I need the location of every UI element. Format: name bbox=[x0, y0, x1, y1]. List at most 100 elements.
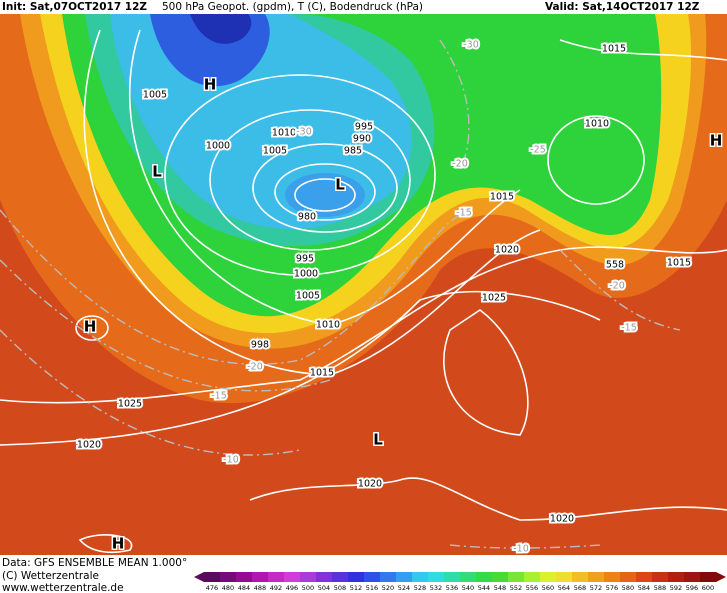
isobar-label: 1005 bbox=[143, 90, 167, 101]
colorbar-label: 508 bbox=[334, 584, 346, 592]
isobar-label: 1010 bbox=[272, 128, 296, 139]
colorbar-swatch bbox=[252, 572, 269, 582]
isobar-label: 1015 bbox=[602, 44, 626, 55]
isobar-label: 1010 bbox=[585, 119, 609, 130]
colorbar-label: 516 bbox=[366, 584, 378, 592]
colorbar-swatch bbox=[652, 572, 669, 582]
map-title: 500 hPa Geopot. (gpdm), T (C), Bodendruc… bbox=[162, 1, 423, 13]
isobar-label: 1025 bbox=[482, 293, 506, 304]
isobar-label: 1015 bbox=[310, 368, 334, 379]
temperature-label: -15 bbox=[456, 208, 472, 219]
isobar bbox=[274, 163, 376, 221]
isotherm bbox=[0, 209, 461, 365]
colorbar-label: 540 bbox=[462, 584, 474, 592]
isobar-label: 1000 bbox=[294, 269, 318, 280]
colorbar-swatch bbox=[444, 572, 461, 582]
colorbar-swatch bbox=[572, 572, 589, 582]
valid-time: Valid: Sat,14OCT2017 12Z bbox=[545, 1, 700, 13]
colorbar: 476 480 484 488 492 496 500 504 508 512 516 520 524 5… bbox=[194, 572, 726, 592]
field-low bbox=[285, 173, 365, 217]
isobar bbox=[559, 39, 727, 61]
pressure-center: L bbox=[152, 163, 162, 181]
colorbar-swatch bbox=[508, 572, 525, 582]
colorbar-swatch bbox=[380, 572, 397, 582]
colorbar-label: 576 bbox=[606, 584, 618, 592]
temperature-label: -30 bbox=[463, 40, 479, 51]
colorbar-label: 564 bbox=[558, 584, 570, 592]
colorbar-swatch bbox=[412, 572, 429, 582]
isobar-label: 1020 bbox=[495, 245, 519, 256]
colorbar-swatch bbox=[540, 572, 557, 582]
colorbar-label: 476 bbox=[206, 584, 218, 592]
isobar-label: 980 bbox=[298, 212, 316, 223]
colorbar-swatch bbox=[332, 572, 349, 582]
map: 1005 1000 1010 1005 995 990 985 980 995 … bbox=[0, 14, 727, 557]
colorbar-label: 520 bbox=[382, 584, 394, 592]
colorbar-label: 588 bbox=[654, 584, 666, 592]
isobar-label: 1005 bbox=[296, 291, 320, 302]
isobar-label: 995 bbox=[296, 254, 314, 265]
isobar-label: 1025 bbox=[118, 399, 142, 410]
isobar-label: 1005 bbox=[263, 146, 287, 157]
isotherm bbox=[559, 249, 681, 331]
temperature-label: -10 bbox=[513, 544, 529, 555]
colorbar-swatch bbox=[636, 572, 653, 582]
pressure-center: L bbox=[373, 431, 383, 449]
isobar-label: 1015 bbox=[667, 258, 691, 269]
colorbar-label: 532 bbox=[430, 584, 442, 592]
isobar bbox=[75, 315, 109, 341]
temperature-label: -30 bbox=[296, 127, 312, 138]
colorbar-swatch bbox=[492, 572, 509, 582]
colorbar-label: 568 bbox=[574, 584, 586, 592]
colorbar-swatch bbox=[476, 572, 493, 582]
isobar-label: 1020 bbox=[358, 479, 382, 490]
colorbar-swatch bbox=[220, 572, 237, 582]
temperature-label: -20 bbox=[247, 362, 263, 373]
colorbar-label: 544 bbox=[478, 584, 490, 592]
colorbar-swatch bbox=[668, 572, 685, 582]
colorbar-swatch bbox=[284, 572, 301, 582]
colorbar-label: 580 bbox=[622, 584, 634, 592]
colorbar-label: 512 bbox=[350, 584, 362, 592]
pressure-center: H bbox=[112, 535, 125, 553]
colorbar-label: 552 bbox=[510, 584, 522, 592]
pressure-center: L bbox=[335, 176, 345, 194]
temperature-label: -25 bbox=[530, 145, 546, 156]
copyright: (C) Wetterzentrale bbox=[2, 570, 99, 582]
isotherm bbox=[439, 39, 470, 171]
isobar-labels: 1005 1000 1010 1005 995 990 985 980 995 … bbox=[75, 42, 693, 527]
isobar bbox=[164, 74, 436, 276]
colorbar-label: 584 bbox=[638, 584, 650, 592]
temperature-label: -15 bbox=[211, 391, 227, 402]
colorbar-label: 492 bbox=[270, 584, 282, 592]
colorbar-label: 572 bbox=[590, 584, 602, 592]
pressure-centers: H L L H L H H bbox=[82, 74, 724, 554]
colorbar-swatch bbox=[684, 572, 701, 582]
colorbar-swatch bbox=[396, 572, 413, 582]
colorbar-label: 496 bbox=[286, 584, 298, 592]
pressure-center: H bbox=[84, 318, 97, 336]
init-time: Init: Sat,07OCT2017 12Z bbox=[2, 1, 147, 13]
isobar-label: 995 bbox=[355, 122, 373, 133]
temperature-label: -20 bbox=[452, 159, 468, 170]
temperature-label: -20 bbox=[609, 281, 625, 292]
colorbar-label: 484 bbox=[238, 584, 250, 592]
field-dark-blue bbox=[190, 14, 252, 44]
colorbar-swatch bbox=[604, 572, 621, 582]
colorbar-swatch bbox=[364, 572, 381, 582]
isotherm bbox=[0, 259, 331, 392]
colorbar-swatch bbox=[348, 572, 365, 582]
isobar bbox=[252, 143, 398, 233]
isobar bbox=[128, 29, 521, 326]
colorbar-swatch bbox=[300, 572, 317, 582]
colorbar-label: 500 bbox=[302, 584, 314, 592]
isobar-label: 1015 bbox=[490, 192, 514, 203]
isotherms bbox=[0, 39, 681, 549]
colorbar-label: 592 bbox=[670, 584, 682, 592]
colorbar-swatch bbox=[556, 572, 573, 582]
isobar bbox=[0, 290, 601, 446]
colorbar-swatch bbox=[236, 572, 253, 582]
colorbar-label: 536 bbox=[446, 584, 458, 592]
isobar-label: 1010 bbox=[316, 320, 340, 331]
